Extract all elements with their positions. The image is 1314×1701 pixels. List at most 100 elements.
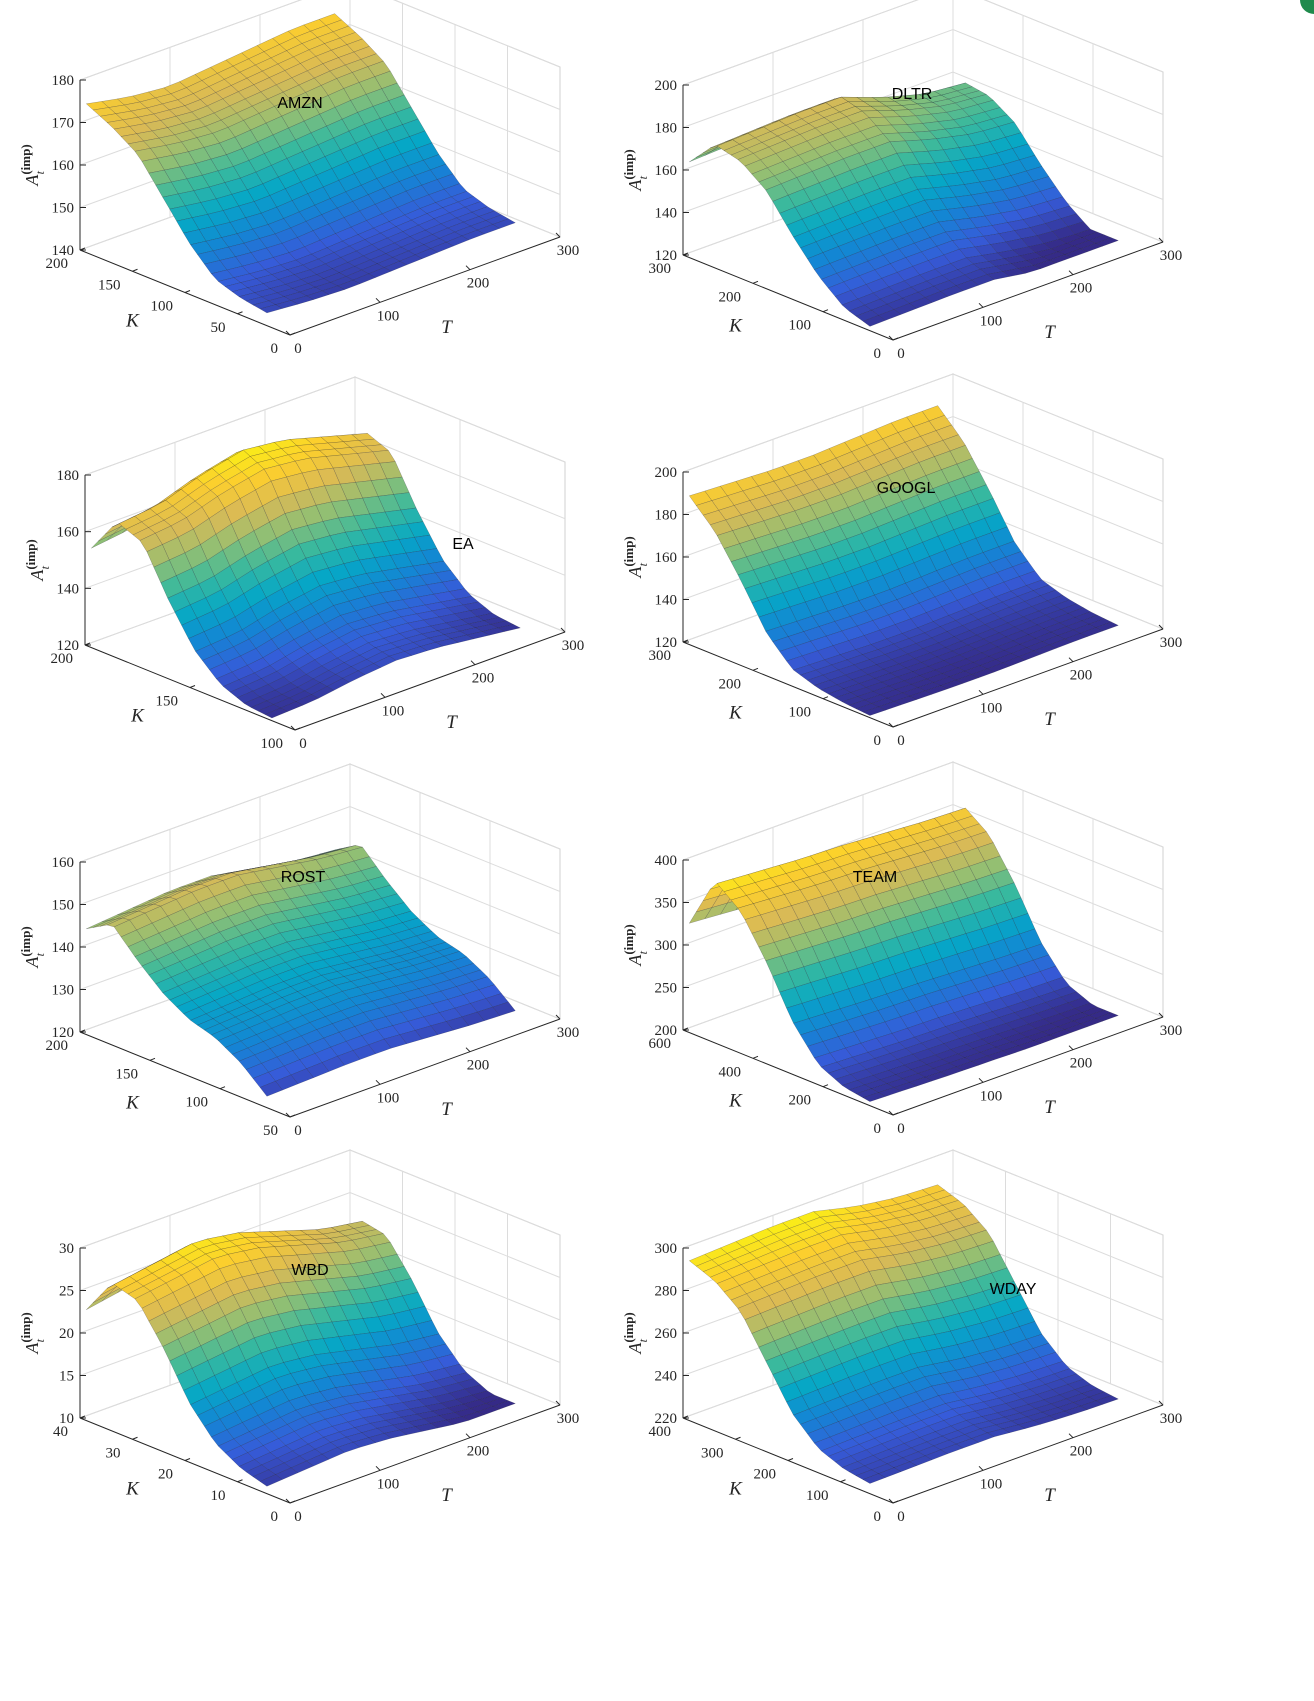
k-tick-label: 150	[98, 277, 121, 293]
surface-patch	[279, 701, 304, 712]
surface-patch	[321, 285, 346, 295]
t-tick-label: 100	[980, 1476, 1003, 1492]
z-label-subscript: t	[33, 170, 47, 174]
k-tick	[79, 247, 86, 251]
t-tick-label: 200	[1070, 1444, 1093, 1460]
t-tick	[465, 265, 471, 271]
z-tick-label: 170	[52, 116, 75, 132]
z-axis-label: A(imp)t	[23, 539, 52, 581]
t-tick	[1068, 270, 1074, 276]
z-label-subscript: t	[33, 952, 47, 956]
t-axis-line	[294, 631, 566, 731]
surface-mesh	[688, 807, 1119, 1102]
k-axis-label: K	[728, 315, 743, 336]
z-tick-label: 150	[52, 201, 75, 217]
k-tick	[787, 1458, 794, 1461]
t-axis-line	[289, 236, 561, 336]
k-tick	[184, 1458, 191, 1461]
panel-title: AMZN	[277, 95, 322, 112]
k-tick-label: 10	[211, 1488, 226, 1504]
k-tick-label: 0	[874, 733, 882, 749]
t-tick-label: 100	[980, 1088, 1003, 1104]
surface-patch	[877, 1467, 902, 1478]
k-tick-label: 200	[719, 289, 742, 305]
z-tick-label: 160	[57, 525, 80, 541]
surface-patch	[275, 1074, 299, 1091]
z-tick-label: 180	[57, 468, 80, 484]
z-label-base: A	[22, 1342, 42, 1355]
k-axis-label: K	[130, 705, 145, 726]
k-tick-label: 20	[158, 1467, 173, 1483]
k-axis-line	[682, 1029, 894, 1116]
t-tick	[888, 722, 894, 728]
surface-patch	[492, 1001, 516, 1017]
surface-patch	[274, 300, 299, 309]
surface-patch	[955, 1438, 980, 1449]
z-label-subscript: t	[636, 175, 650, 179]
t-tick-label: 200	[467, 276, 490, 292]
surface-panel-ea: 120 140 160 180 100 150 200 0 100 200 300 K T A(imp)t…	[23, 376, 584, 752]
k-tick	[682, 252, 689, 256]
surface-patch	[399, 1030, 423, 1044]
surface-patch	[264, 707, 288, 719]
k-axis-label: K	[125, 1092, 140, 1113]
z-tick-label: 140	[655, 206, 678, 222]
surface-mesh	[85, 13, 516, 314]
t-tick-label: 100	[377, 1090, 400, 1106]
surface-patch	[893, 1082, 918, 1092]
k-tick-label: 30	[106, 1445, 121, 1461]
k-tick	[822, 309, 829, 313]
k-tick-label: 0	[874, 1509, 882, 1525]
surface-patch	[1064, 1023, 1088, 1033]
surface-panel-team: 200 250 300 350 400 0 200 400 600 0 100 200 300 K T A(i…	[621, 761, 1182, 1137]
t-axis-label: T	[441, 1099, 453, 1120]
k-tick	[682, 639, 689, 643]
k-tick-label: 400	[649, 1424, 672, 1440]
surface-patch	[492, 1400, 516, 1410]
surface-patch	[497, 624, 522, 632]
t-tick-label: 0	[897, 1121, 905, 1137]
t-tick	[1158, 1400, 1164, 1406]
z-label-subscript: t	[38, 565, 52, 569]
t-tick-label: 100	[980, 313, 1003, 329]
t-tick	[465, 1433, 471, 1439]
t-axis-label: T	[1044, 1485, 1056, 1506]
z-tick-label: 200	[655, 465, 678, 481]
z-label-base: A	[625, 566, 645, 579]
k-tick-label: 150	[156, 694, 179, 710]
z-tick-label: 300	[655, 1241, 678, 1257]
panel-title: WBD	[291, 1262, 328, 1279]
t-tick-label: 100	[377, 308, 400, 324]
k-tick-label: 40	[53, 1424, 68, 1440]
k-tick-label: 300	[701, 1445, 724, 1461]
z-tick-label: 240	[655, 1369, 678, 1385]
k-tick	[237, 1479, 243, 1483]
surface-patch	[290, 1068, 314, 1085]
k-tick-label: 0	[874, 1121, 882, 1137]
surface-patch	[862, 706, 887, 716]
t-tick	[1158, 624, 1164, 630]
panel-title: ROST	[281, 869, 326, 886]
surface-patch	[399, 254, 423, 266]
surface-patch	[352, 1437, 377, 1448]
z-axis-label: A(imp)t	[18, 926, 47, 968]
t-axis-line	[289, 1018, 561, 1118]
z-tick-label: 180	[52, 73, 75, 89]
surface-patch	[862, 1092, 887, 1102]
t-tick	[285, 1498, 291, 1504]
z-axis-label: A(imp)t	[621, 536, 650, 578]
k-tick	[289, 1500, 296, 1504]
surface-patch	[940, 1443, 964, 1455]
t-tick-label: 300	[1160, 1411, 1183, 1427]
t-tick-label: 200	[472, 671, 495, 687]
k-tick	[132, 1436, 138, 1440]
surface-patch	[877, 309, 902, 321]
k-tick	[752, 667, 759, 671]
k-axis-label: K	[125, 1478, 140, 1499]
surface-patch	[862, 1473, 886, 1484]
surface-patch	[1064, 1405, 1088, 1416]
surface-patch	[1064, 633, 1088, 643]
z-tick-label: 30	[59, 1241, 74, 1257]
surface-panel-dltr: 120 140 160 180 200 0 100 200 300 0 100 200 300 K T A(i…	[621, 0, 1182, 362]
surface-patch	[430, 1021, 454, 1035]
